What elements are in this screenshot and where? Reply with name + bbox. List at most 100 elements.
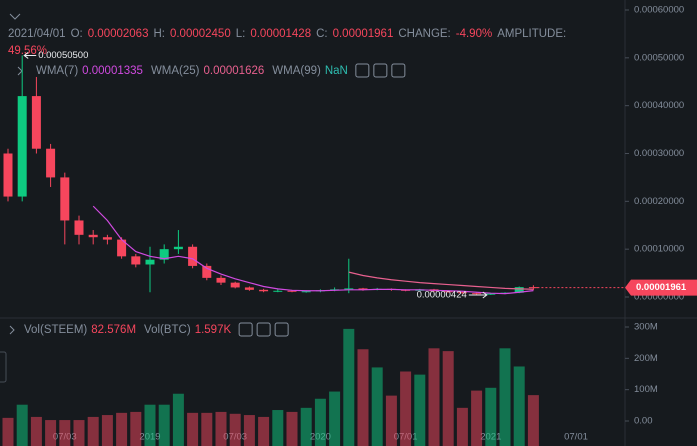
min-label: 0.00000424 (417, 289, 467, 300)
legend-name: Vol(STEEM) (24, 324, 87, 336)
candle-body (17, 96, 27, 197)
volume-bar (258, 416, 270, 446)
volume-bar (442, 351, 454, 446)
volume-bar (329, 391, 341, 446)
y-tick-label: 0.00060000 (634, 5, 684, 16)
candle-body (159, 249, 169, 260)
volume-bar (513, 366, 525, 446)
x-tick-label: 07/01 (564, 432, 588, 443)
candle-body (472, 293, 482, 295)
candle-body (216, 277, 226, 283)
legend-name: WMA(99) (272, 65, 321, 77)
header-open: 0.00002063 (88, 28, 149, 40)
indicator-icon (9, 325, 15, 335)
header-high-label: H: (153, 28, 165, 40)
header-change-label: CHANGE: (398, 28, 450, 40)
candle-body (74, 220, 84, 235)
close-icon[interactable] (391, 63, 406, 78)
legend-name: WMA(25) (151, 65, 200, 77)
y-tick-label: 0.00040000 (634, 100, 684, 111)
volume-bar (300, 407, 312, 446)
candle-body (202, 265, 212, 278)
volume-bar (16, 404, 28, 446)
volume-bar (215, 411, 227, 446)
volume-bar (371, 367, 383, 446)
candle-body (259, 289, 269, 292)
candle-body (244, 287, 254, 290)
legend-value: 82.576M (91, 324, 136, 336)
volume-bar (130, 411, 142, 446)
candle-body (131, 256, 141, 265)
legend-name: Vol(BTC) (144, 324, 191, 336)
volume-bar (272, 410, 284, 446)
last-price-tag (625, 279, 697, 296)
candle-body (287, 290, 297, 292)
legend-value: 0.00001335 (82, 65, 143, 77)
volume-bar (499, 348, 511, 446)
header-close-label: C: (316, 28, 328, 40)
volume-bar (471, 390, 483, 446)
volume-bar (314, 398, 326, 446)
header: 2021/04/01 O: 0.00002063 H: 0.00002450 L: 0.00… (8, 28, 566, 337)
max-label: 0.00050500 (38, 50, 88, 61)
header-high: 0.00002450 (170, 28, 231, 40)
candle-body (273, 290, 283, 292)
volume-bar (101, 415, 113, 446)
volume-bar (243, 415, 255, 446)
volume-bar (357, 349, 369, 446)
volume-bar (456, 407, 468, 446)
volume-bar (400, 371, 412, 446)
volume-bar (414, 374, 426, 446)
header-low: 0.00001428 (250, 28, 311, 40)
header-open-label: O: (71, 28, 83, 40)
volume-bar (286, 411, 298, 446)
volume-bar (87, 416, 99, 446)
candle-body (173, 246, 183, 250)
header-date: 2021/04/01 (8, 28, 66, 40)
volume-bar (116, 412, 128, 446)
volume-bar (45, 420, 57, 446)
y-tick-label: 0.00000000 (634, 292, 684, 303)
legend-name: WMA(7) (36, 65, 78, 77)
header-close: 0.00001961 (333, 28, 394, 40)
legend-value: 1.597K (195, 324, 232, 336)
candle-body (514, 287, 524, 293)
settings-icon[interactable] (256, 322, 271, 337)
eye-icon[interactable] (238, 322, 253, 337)
y-tick-label: 0.00030000 (634, 148, 684, 159)
volume-bar (187, 412, 199, 446)
close-icon[interactable] (274, 322, 289, 337)
volume-bar (428, 348, 440, 446)
volume-bar (172, 393, 184, 446)
eye-icon[interactable] (355, 63, 370, 78)
candle-body (344, 288, 354, 290)
wma-line (92, 205, 534, 295)
candle-body (188, 246, 198, 266)
header-change: -4.90% (456, 28, 492, 40)
collapse-icon[interactable] (9, 13, 21, 20)
candle-body (230, 282, 240, 288)
y-tick-label: 0.00020000 (634, 196, 684, 207)
y-tick-label: 0.00010000 (634, 244, 684, 255)
candle-body (486, 293, 496, 295)
volume-bar (485, 387, 497, 446)
header-low-label: L: (236, 28, 246, 40)
volume-bar (144, 404, 156, 446)
volume-bar (343, 328, 355, 446)
candle-body (457, 292, 467, 294)
volume-bar (527, 395, 539, 446)
volume-bar (30, 416, 42, 446)
wma-line (348, 271, 534, 290)
settings-icon[interactable] (373, 63, 388, 78)
candle-body (88, 234, 98, 238)
plot: 0.00000000 0.00010000 0.00020000 0.00030000… (2, 5, 697, 446)
volume-bar (229, 413, 241, 446)
side-toggle[interactable] (0, 351, 7, 383)
y2-tick-label: 0.00 (634, 416, 653, 427)
volume-bar (73, 420, 85, 446)
candle-body (145, 259, 155, 265)
volume-bar (59, 420, 71, 446)
legend-value: NaN (325, 65, 348, 77)
y2-tick-label: 200M (634, 353, 658, 364)
